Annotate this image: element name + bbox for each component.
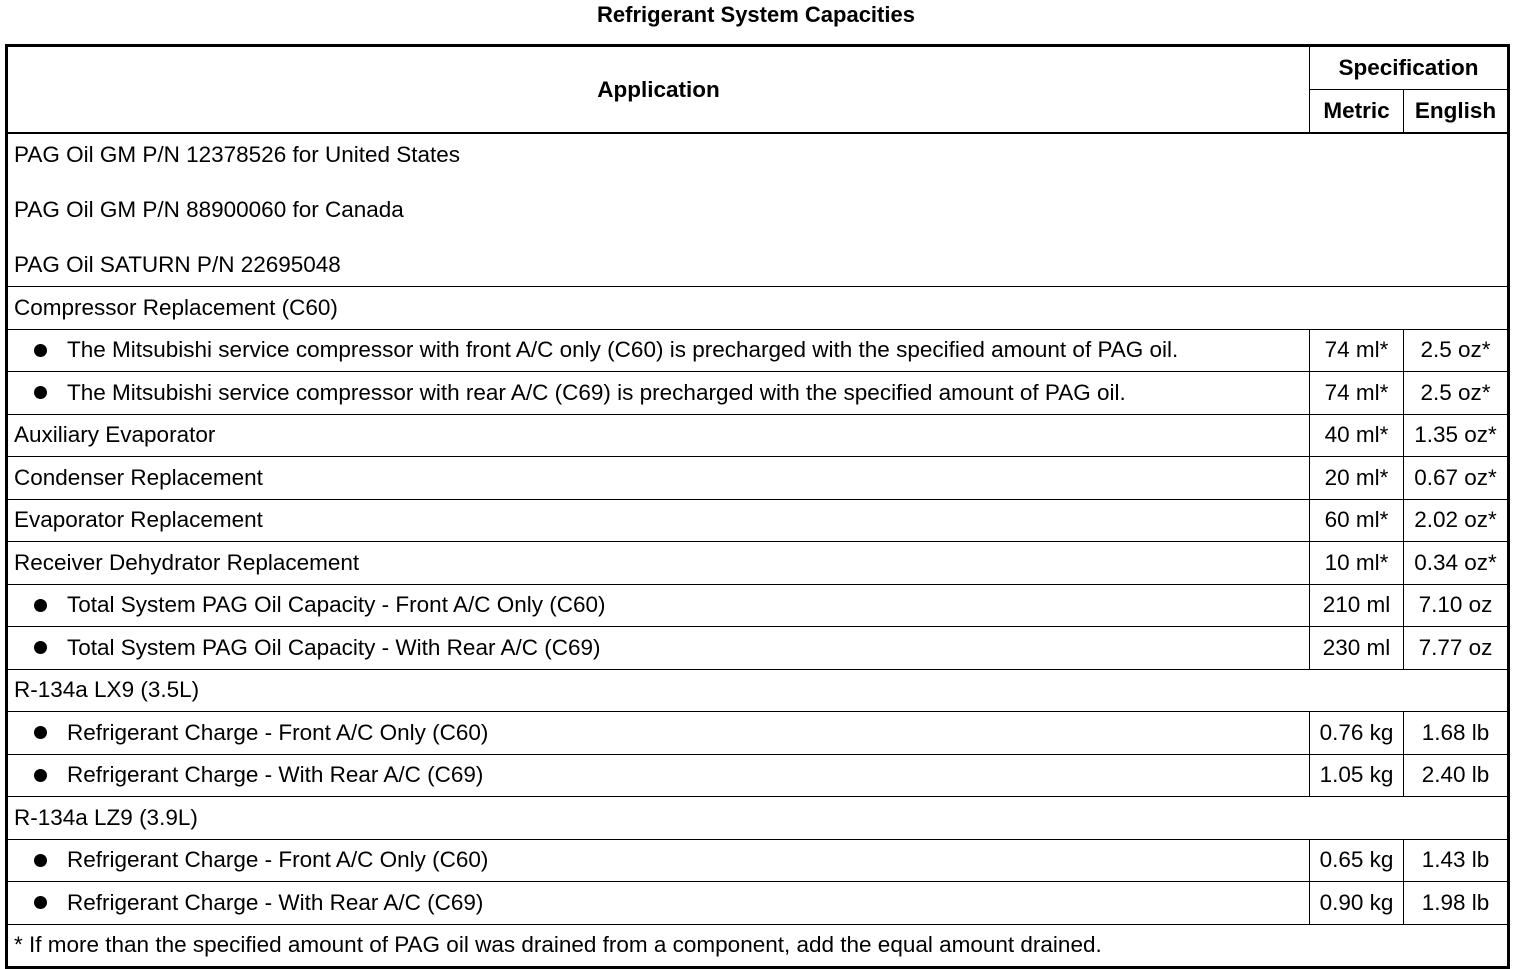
english-value: 0.67 oz* [1402, 456, 1510, 500]
english-value: 0.34 oz* [1402, 541, 1510, 585]
metric-value: 0.65 kg [1309, 838, 1404, 882]
english-value: 2.5 oz* [1402, 328, 1510, 372]
table-row: Auxiliary Evaporator 40 ml* 1.35 oz* [6, 413, 1510, 457]
application-cell: Receiver Dehydrator Replacement [6, 541, 1310, 585]
application-text: Total System PAG Oil Capacity - With Rea… [67, 634, 601, 660]
english-value: 1.68 lb [1402, 711, 1510, 755]
table-row: Receiver Dehydrator Replacement 10 ml* 0.3… [6, 541, 1510, 585]
table-row: Evaporator Replacement 60 ml* 2.02 oz* [6, 498, 1510, 542]
english-value: 2.40 lb [1402, 753, 1510, 797]
application-text: R-134a LX9 (3.5L) [14, 677, 200, 703]
application-cell: Condenser Replacement [6, 456, 1310, 500]
application-cell: Compressor Replacement (C60) [5, 286, 1510, 330]
bullet-icon [34, 853, 47, 867]
table-row: Total System PAG Oil Capacity - Front A/… [6, 583, 1510, 627]
header-specification: Specification [1308, 45, 1510, 90]
header-english: English [1402, 89, 1510, 134]
application-text: R-134a LZ9 (3.9L) [14, 804, 198, 830]
page-title: Refrigerant System Capacities [597, 2, 915, 27]
metric-value: 40 ml* [1309, 413, 1404, 457]
bullet-icon [34, 726, 47, 740]
table-row: Refrigerant Charge - With Rear A/C (C69)… [6, 881, 1510, 925]
header-application: Application [6, 45, 1310, 134]
application-cell: R-134a LZ9 (3.9L) [5, 796, 1510, 840]
application-cell: Auxiliary Evaporator [6, 413, 1310, 457]
metric-value: 10 ml* [1309, 541, 1404, 585]
pag-oil-cell: PAG Oil GM P/N 12378526 for United State… [5, 132, 1510, 287]
application-text: The Mitsubishi service compressor with r… [67, 379, 1126, 405]
header-metric: Metric [1309, 89, 1404, 134]
table-row: Compressor Replacement (C60) [5, 286, 1510, 330]
english-value: 7.10 oz [1402, 583, 1510, 627]
application-text: Evaporator Replacement [14, 507, 263, 533]
bullet-icon [34, 641, 47, 655]
metric-value: 0.90 kg [1309, 881, 1404, 925]
application-cell: Total System PAG Oil Capacity - Front A/… [6, 583, 1310, 627]
application-cell: Total System PAG Oil Capacity - With Rea… [6, 626, 1310, 670]
application-cell: Refrigerant Charge - Front A/C Only (C60… [6, 711, 1310, 755]
application-text: Refrigerant Charge - Front A/C Only (C60… [67, 847, 489, 873]
application-text: Refrigerant Charge - With Rear A/C (C69) [67, 762, 484, 788]
bullet-icon [34, 598, 47, 612]
english-value: 1.35 oz* [1402, 413, 1510, 457]
metric-value: 74 ml* [1309, 328, 1404, 372]
table-row: Condenser Replacement 20 ml* 0.67 oz* [6, 456, 1510, 500]
metric-value: 230 ml [1309, 626, 1404, 670]
metric-value: 74 ml* [1309, 371, 1404, 415]
table-row: Refrigerant Charge - Front A/C Only (C60… [6, 711, 1510, 755]
table-row: R-134a LZ9 (3.9L) [5, 796, 1510, 840]
application-cell: The Mitsubishi service compressor with r… [6, 371, 1310, 415]
metric-value: 0.76 kg [1309, 711, 1404, 755]
bullet-icon [34, 768, 47, 782]
application-text: Auxiliary Evaporator [14, 422, 216, 448]
application-text: Total System PAG Oil Capacity - Front A/… [67, 592, 606, 618]
bullet-icon [34, 343, 47, 357]
bullet-icon [34, 386, 47, 400]
application-text: Condenser Replacement [14, 464, 263, 490]
table-row: The Mitsubishi service compressor with r… [6, 371, 1510, 415]
application-cell: Refrigerant Charge - Front A/C Only (C60… [6, 838, 1310, 882]
table-row: Refrigerant Charge - Front A/C Only (C60… [6, 838, 1510, 882]
english-value: 2.5 oz* [1402, 371, 1510, 415]
application-cell: Evaporator Replacement [6, 498, 1310, 542]
application-cell: Refrigerant Charge - With Rear A/C (C69) [6, 881, 1310, 925]
footnote: * If more than the specified amount of P… [5, 923, 1510, 968]
english-value: 7.77 oz [1402, 626, 1510, 670]
application-text: Compressor Replacement (C60) [14, 294, 338, 320]
english-value: 1.98 lb [1402, 881, 1510, 925]
english-value: 1.43 lb [1402, 838, 1510, 882]
metric-value: 60 ml* [1309, 498, 1404, 542]
pag-oil-us: PAG Oil GM P/N 12378526 for United State… [14, 142, 461, 167]
application-cell: The Mitsubishi service compressor with f… [6, 328, 1310, 372]
english-value: 2.02 oz* [1402, 498, 1510, 542]
application-text: Receiver Dehydrator Replacement [14, 549, 360, 575]
metric-value: 1.05 kg [1309, 753, 1404, 797]
metric-value: 20 ml* [1309, 456, 1404, 500]
application-text: The Mitsubishi service compressor with f… [67, 337, 1179, 363]
table-row: R-134a LX9 (3.5L) [5, 668, 1510, 712]
bullet-icon [34, 896, 47, 910]
table-row: Refrigerant Charge - With Rear A/C (C69)… [6, 753, 1510, 797]
table-row: The Mitsubishi service compressor with f… [6, 328, 1510, 372]
capacities-table: Application Specification Metric English… [5, 44, 1511, 969]
table-row: Total System PAG Oil Capacity - With Rea… [6, 626, 1510, 670]
pag-oil-canada: PAG Oil GM P/N 88900060 for Canada [14, 197, 404, 222]
application-cell: R-134a LX9 (3.5L) [5, 668, 1510, 712]
metric-value: 210 ml [1309, 583, 1404, 627]
application-text: Refrigerant Charge - With Rear A/C (C69) [67, 889, 484, 915]
application-cell: Refrigerant Charge - With Rear A/C (C69) [6, 753, 1310, 797]
footnote-row: * If more than the specified amount of P… [5, 923, 1510, 968]
pag-oil-saturn: PAG Oil SATURN P/N 22695048 [14, 252, 341, 277]
application-text: Refrigerant Charge - Front A/C Only (C60… [67, 719, 489, 745]
